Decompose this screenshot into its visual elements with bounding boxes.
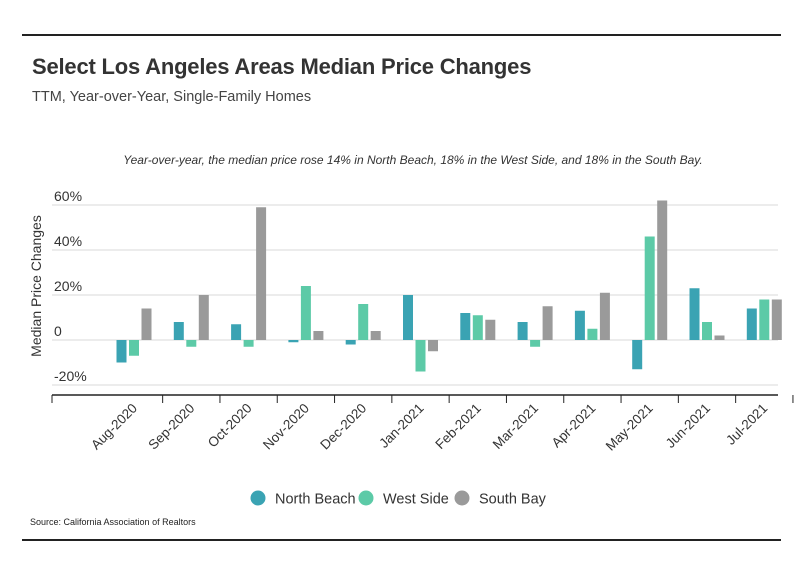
bar	[517, 322, 528, 340]
bar	[358, 304, 369, 340]
legend-swatch	[454, 490, 470, 506]
legend-label: South Bay	[479, 492, 547, 508]
source-note: Source: California Association of Realto…	[30, 517, 196, 527]
bar	[587, 328, 598, 340]
bar	[243, 340, 254, 347]
x-tick-label: Oct-2020	[205, 401, 255, 451]
legend-label: West Side	[383, 492, 449, 508]
bar	[313, 331, 324, 340]
legend-swatch	[250, 490, 266, 506]
y-tick-label: 60%	[54, 188, 82, 204]
bar	[746, 308, 757, 340]
x-tick-label: Apr-2021	[549, 401, 599, 451]
bar	[116, 340, 127, 363]
bar	[198, 295, 209, 340]
bar	[632, 340, 643, 370]
bar	[702, 322, 712, 340]
bar	[370, 331, 381, 340]
chart-annotation: Year-over-year, the median price rose 14…	[123, 153, 702, 167]
bar	[345, 340, 356, 345]
bar	[599, 292, 610, 340]
bar	[173, 322, 184, 340]
chart-subtitle: TTM, Year-over-Year, Single-Family Homes	[32, 89, 312, 105]
x-tick-label: Jun-2021	[663, 401, 713, 451]
bar	[288, 340, 299, 343]
x-tick-label: Mar-2021	[490, 401, 541, 452]
x-tick-label: Jul-2021	[723, 401, 770, 448]
bar	[771, 299, 782, 340]
bottom-rule	[22, 539, 781, 541]
bar	[403, 295, 413, 340]
bar	[530, 340, 541, 347]
bar	[689, 288, 700, 340]
x-tick-label: Nov-2020	[260, 401, 312, 453]
bar	[300, 286, 311, 340]
y-tick-label: 0	[54, 323, 62, 339]
legend-label: North Beach	[275, 492, 356, 508]
bar	[129, 340, 139, 356]
x-tick-label: Sep-2020	[145, 401, 197, 453]
top-rule	[22, 34, 781, 36]
bar	[472, 315, 483, 340]
y-tick-label: -20%	[54, 368, 87, 384]
bar	[657, 200, 668, 340]
x-tick-label: Aug-2020	[88, 401, 140, 453]
chart-title: Select Los Angeles Areas Median Price Ch…	[32, 54, 532, 79]
y-tick-label: 40%	[54, 233, 82, 249]
bar	[759, 299, 770, 340]
legend-swatch	[358, 490, 374, 506]
bar	[714, 335, 725, 340]
x-tick-label: Dec-2020	[317, 401, 369, 453]
bar	[231, 324, 242, 340]
x-tick-label: May-2021	[603, 401, 656, 454]
bar	[542, 306, 553, 340]
bar	[415, 340, 426, 372]
bar	[460, 313, 471, 340]
bar	[256, 207, 267, 340]
bar	[186, 340, 197, 347]
bar	[485, 319, 496, 340]
bar	[428, 340, 438, 352]
y-tick-label: 20%	[54, 278, 82, 294]
y-axis-label: Median Price Changes	[28, 215, 44, 357]
bar	[644, 236, 655, 340]
x-tick-label: Feb-2021	[432, 401, 483, 452]
bar	[141, 308, 152, 340]
bar	[574, 310, 585, 340]
x-tick-label: Jan-2021	[376, 401, 426, 451]
